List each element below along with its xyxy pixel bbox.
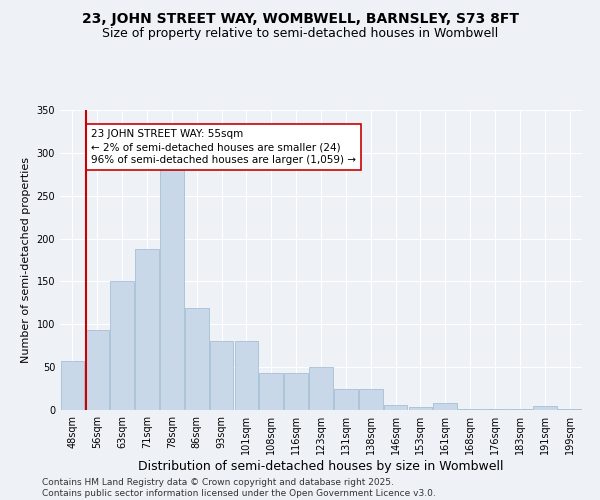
Bar — [433, 403, 457, 410]
Bar — [483, 409, 507, 410]
Bar — [334, 388, 358, 410]
Bar — [384, 405, 407, 410]
Bar — [508, 409, 532, 410]
Bar — [110, 280, 134, 410]
Bar — [284, 373, 308, 410]
Bar — [558, 409, 581, 410]
Bar — [259, 373, 283, 410]
Text: 23 JOHN STREET WAY: 55sqm
← 2% of semi-detached houses are smaller (24)
96% of s: 23 JOHN STREET WAY: 55sqm ← 2% of semi-d… — [91, 129, 356, 166]
Bar — [458, 409, 482, 410]
Bar — [210, 340, 233, 410]
Bar — [235, 340, 258, 410]
Bar — [185, 308, 209, 410]
Bar — [135, 249, 159, 410]
Text: 23, JOHN STREET WAY, WOMBWELL, BARNSLEY, S73 8FT: 23, JOHN STREET WAY, WOMBWELL, BARNSLEY,… — [82, 12, 518, 26]
Bar — [359, 388, 383, 410]
Text: Contains HM Land Registry data © Crown copyright and database right 2025.
Contai: Contains HM Land Registry data © Crown c… — [42, 478, 436, 498]
Y-axis label: Number of semi-detached properties: Number of semi-detached properties — [21, 157, 31, 363]
Bar — [160, 170, 184, 410]
Bar — [309, 367, 333, 410]
X-axis label: Distribution of semi-detached houses by size in Wombwell: Distribution of semi-detached houses by … — [138, 460, 504, 472]
Text: Size of property relative to semi-detached houses in Wombwell: Size of property relative to semi-detach… — [102, 28, 498, 40]
Bar — [533, 406, 557, 410]
Bar — [61, 361, 84, 410]
Bar — [409, 408, 432, 410]
Bar — [85, 330, 109, 410]
